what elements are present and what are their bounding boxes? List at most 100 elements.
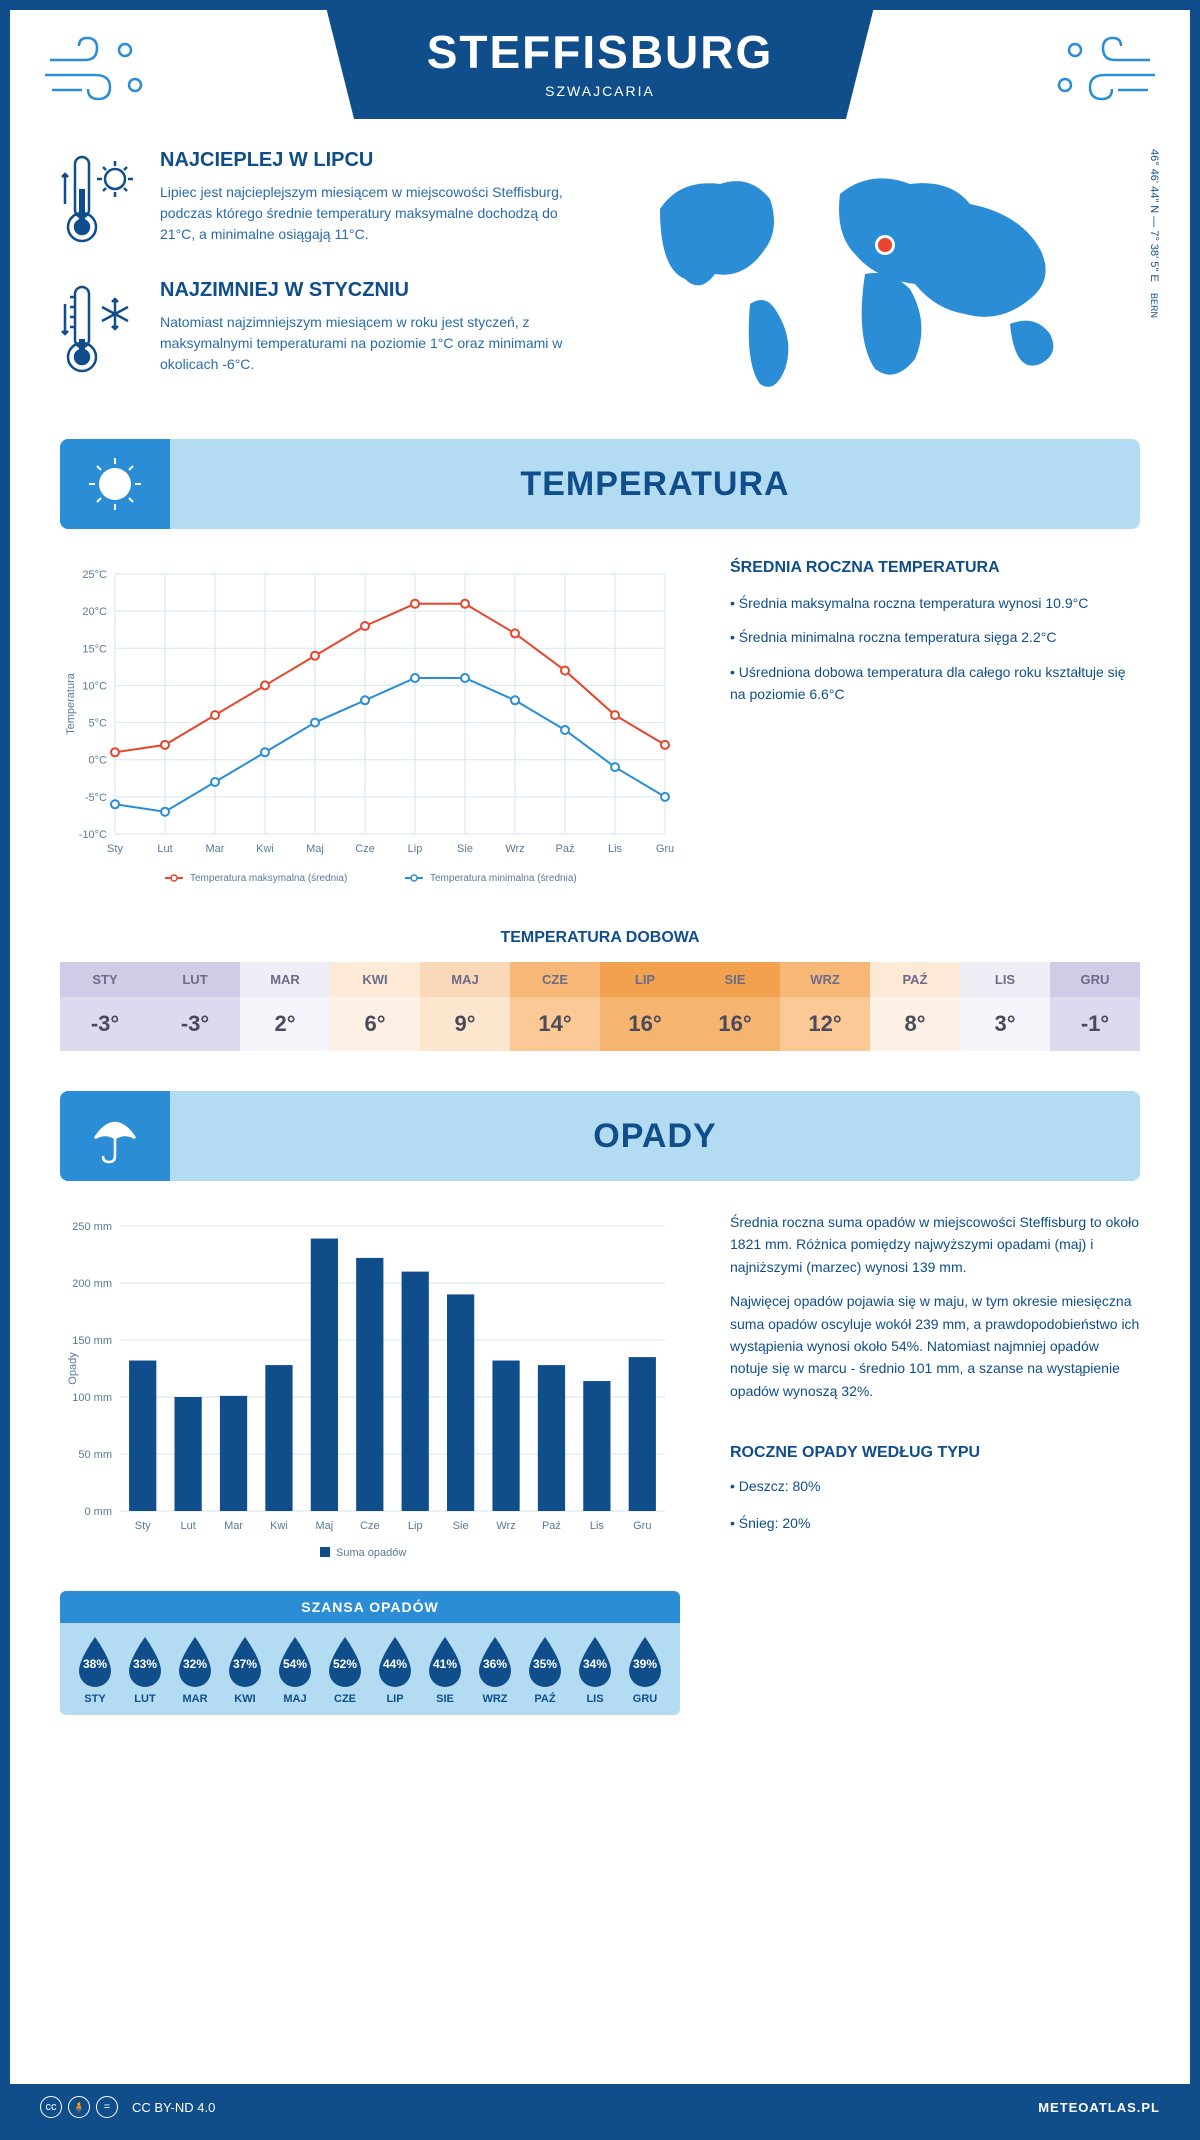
temp-cell: LIP 16° (600, 962, 690, 1051)
svg-text:0°C: 0°C (89, 755, 108, 767)
precipitation-title: OPADY (170, 1117, 1140, 1156)
svg-text:Temperatura: Temperatura (65, 672, 77, 735)
svg-text:Lip: Lip (408, 1520, 423, 1532)
precipitation-bar-chart: 0 mm50 mm100 mm150 mm200 mm250 mmStyLutM… (60, 1211, 680, 1571)
temp-info-title: ŚREDNIA ROCZNA TEMPERATURA (730, 559, 1140, 577)
svg-text:25°C: 25°C (82, 569, 107, 581)
svg-text:Opady: Opady (67, 1352, 79, 1385)
svg-text:Maj: Maj (306, 843, 324, 855)
rain-drop-cell: 52% CZE (320, 1635, 370, 1705)
title-banner: STEFFISBURG SZWAJCARIA (327, 10, 874, 119)
svg-text:Lut: Lut (180, 1520, 195, 1532)
daily-temp-table: TEMPERATURA DOBOWA STY -3° LUT -3° MAR 2… (10, 929, 1190, 1091)
svg-text:Kwi: Kwi (270, 1520, 288, 1532)
world-map (620, 149, 1140, 409)
svg-text:Wrz: Wrz (505, 843, 524, 855)
rain-drop-cell: 34% LIS (570, 1635, 620, 1705)
rain-drop-cell: 41% SIE (420, 1635, 470, 1705)
rain-drop-cell: 38% STY (70, 1635, 120, 1705)
header: STEFFISBURG SZWAJCARIA (10, 10, 1190, 119)
svg-text:Lut: Lut (157, 843, 172, 855)
svg-text:Suma opadów: Suma opadów (336, 1547, 406, 1559)
umbrella-icon (85, 1106, 145, 1166)
svg-text:250 mm: 250 mm (72, 1221, 112, 1233)
svg-text:Mar: Mar (206, 843, 225, 855)
precip-type-line: • Śnieg: 20% (730, 1511, 1140, 1536)
rain-drop-cell: 44% LIP (370, 1635, 420, 1705)
svg-text:Sie: Sie (453, 1520, 469, 1532)
svg-text:150 mm: 150 mm (72, 1335, 112, 1347)
rain-drop-cell: 36% WRZ (470, 1635, 520, 1705)
rain-drop-cell: 35% PAŹ (520, 1635, 570, 1705)
temp-cell: KWI 6° (330, 962, 420, 1051)
svg-text:10°C: 10°C (82, 680, 107, 692)
svg-text:200 mm: 200 mm (72, 1278, 112, 1290)
page-subtitle: SZWAJCARIA (427, 83, 774, 99)
temp-cell: CZE 14° (510, 962, 600, 1051)
svg-text:Paź: Paź (542, 1520, 561, 1532)
temp-cell: GRU -1° (1050, 962, 1140, 1051)
svg-text:Gru: Gru (656, 843, 674, 855)
svg-text:-10°C: -10°C (79, 829, 107, 841)
temp-bullet: • Uśredniona dobowa temperatura dla całe… (730, 661, 1140, 706)
temp-cell: LUT -3° (150, 962, 240, 1051)
page-title: STEFFISBURG (427, 25, 774, 79)
thermometer-snow-icon (60, 279, 140, 379)
svg-text:20°C: 20°C (82, 606, 107, 618)
temperature-line-chart: -10°C-5°C0°C5°C10°C15°C20°C25°CStyLutMar… (60, 559, 680, 899)
temp-cell: WRZ 12° (780, 962, 870, 1051)
svg-text:Cze: Cze (360, 1520, 380, 1532)
svg-text:Sty: Sty (135, 1520, 151, 1532)
svg-text:Sie: Sie (457, 843, 473, 855)
thermometer-sun-icon (60, 149, 140, 249)
site-name: METEOATLAS.PL (1038, 2100, 1160, 2115)
svg-text:Lip: Lip (408, 843, 423, 855)
temp-bullet: • Średnia maksymalna roczna temperatura … (730, 592, 1140, 614)
rain-drop-cell: 54% MAJ (270, 1635, 320, 1705)
license-text: CC BY-ND 4.0 (132, 2100, 215, 2115)
precip-paragraph: Średnia roczna suma opadów w miejscowośc… (730, 1211, 1140, 1278)
license: cc 🧍 = CC BY-ND 4.0 (40, 2096, 215, 2118)
fact-cold-title: NAJZIMNIEJ W STYCZNIU (160, 279, 580, 302)
rain-chance-title: SZANSA OPADÓW (60, 1591, 680, 1623)
rain-chance-panel: SZANSA OPADÓW 38% STY 33% LUT 32% MAR 37… (60, 1591, 680, 1715)
svg-text:50 mm: 50 mm (78, 1449, 112, 1461)
temp-cell: PAŹ 8° (870, 962, 960, 1051)
temp-bullet: • Średnia minimalna roczna temperatura s… (730, 626, 1140, 648)
svg-text:5°C: 5°C (89, 718, 108, 730)
svg-text:Lis: Lis (590, 1520, 605, 1532)
fact-cold: NAJZIMNIEJ W STYCZNIU Natomiast najzimni… (60, 279, 580, 379)
temperature-title: TEMPERATURA (170, 465, 1140, 504)
daily-temp-title: TEMPERATURA DOBOWA (60, 929, 1140, 947)
svg-text:Temperatura maksymalna (średni: Temperatura maksymalna (średnia) (190, 873, 347, 884)
intro-section: NAJCIEPLEJ W LIPCU Lipiec jest najcieple… (10, 119, 1190, 439)
by-icon: 🧍 (68, 2096, 90, 2118)
rain-drop-cell: 32% MAR (170, 1635, 220, 1705)
rain-drop-cell: 39% GRU (620, 1635, 670, 1705)
precipitation-info: Średnia roczna suma opadów w miejscowośc… (730, 1211, 1140, 1715)
precip-type-line: • Deszcz: 80% (730, 1474, 1140, 1499)
fact-cold-text: Natomiast najzimniejszym miesiącem w rok… (160, 312, 580, 375)
temp-cell: MAR 2° (240, 962, 330, 1051)
footer: cc 🧍 = CC BY-ND 4.0 METEOATLAS.PL (10, 2084, 1190, 2130)
svg-text:Maj: Maj (316, 1520, 334, 1532)
map-marker (878, 238, 892, 252)
svg-text:-5°C: -5°C (85, 792, 107, 804)
precip-type-title: ROCZNE OPADY WEDŁUG TYPU (730, 1444, 1140, 1462)
svg-text:Kwi: Kwi (256, 843, 274, 855)
svg-text:Paź: Paź (556, 843, 575, 855)
svg-text:Lis: Lis (608, 843, 623, 855)
temperature-section-header: TEMPERATURA (60, 439, 1140, 529)
coordinates: 46° 46' 44" N — 7° 38' 5" E BERN (1148, 149, 1160, 318)
nd-icon: = (96, 2096, 118, 2118)
svg-text:Wrz: Wrz (496, 1520, 515, 1532)
wind-icon-left (40, 30, 160, 110)
precip-paragraph: Najwięcej opadów pojawia się w maju, w t… (730, 1290, 1140, 1402)
fact-warm-text: Lipiec jest najcieplejszym miesiącem w m… (160, 182, 580, 245)
cc-icon: cc (40, 2096, 62, 2118)
svg-text:Cze: Cze (355, 843, 375, 855)
svg-text:Temperatura minimalna (średnia: Temperatura minimalna (średnia) (430, 873, 577, 884)
rain-drop-cell: 37% KWI (220, 1635, 270, 1705)
sun-icon (85, 454, 145, 514)
rain-drop-cell: 33% LUT (120, 1635, 170, 1705)
